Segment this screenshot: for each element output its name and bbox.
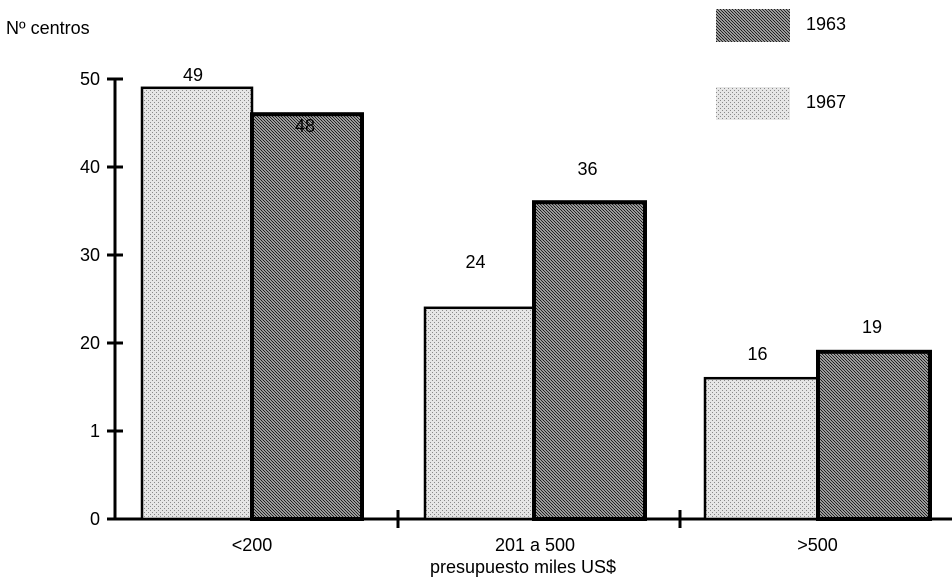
bars bbox=[140, 86, 932, 521]
data-label: 49 bbox=[183, 65, 203, 85]
legend-label: 1967 bbox=[806, 92, 846, 112]
x-category-label: <200 bbox=[232, 535, 273, 555]
y-tick-label: 20 bbox=[80, 333, 100, 353]
y-tick-label: 50 bbox=[80, 69, 100, 89]
bar-1967-1 bbox=[423, 306, 536, 521]
bar-1963-1 bbox=[532, 200, 647, 521]
data-label: 19 bbox=[862, 317, 882, 337]
legend-swatch bbox=[716, 9, 790, 42]
bar-1967-0 bbox=[140, 86, 254, 521]
bar-1963-0 bbox=[250, 112, 364, 521]
data-label: 36 bbox=[577, 159, 597, 179]
y-axis-label: Nº centros bbox=[6, 18, 90, 38]
data-label: 48 bbox=[295, 116, 315, 136]
legend-swatch bbox=[716, 87, 790, 120]
data-label: 16 bbox=[747, 344, 767, 364]
y-tick-label: 40 bbox=[80, 157, 100, 177]
x-category-label: >500 bbox=[797, 535, 838, 555]
y-tick-label: 1 bbox=[90, 421, 100, 441]
bar-1963-2 bbox=[816, 349, 932, 521]
legend: 1963 1967 bbox=[716, 9, 846, 120]
data-label: 24 bbox=[465, 252, 485, 272]
legend-label: 1963 bbox=[806, 14, 846, 34]
x-category-label: 201 a 500 bbox=[495, 535, 575, 555]
bar-labels: 49 24 16 48 36 19 bbox=[183, 65, 882, 364]
y-tick-label: 0 bbox=[90, 509, 100, 529]
y-tick-label: 30 bbox=[80, 245, 100, 265]
bar-1967-2 bbox=[703, 376, 820, 521]
x-axis-label: presupuesto miles US$ bbox=[430, 557, 616, 577]
